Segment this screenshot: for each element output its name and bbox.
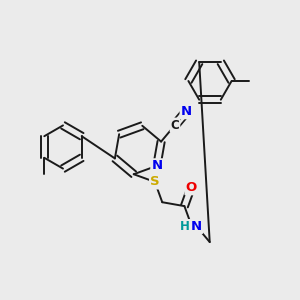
Text: O: O: [185, 181, 197, 194]
Text: N: N: [191, 220, 202, 233]
Text: S: S: [150, 176, 160, 188]
Text: H: H: [180, 220, 190, 233]
Text: N: N: [181, 105, 192, 118]
Text: C: C: [171, 118, 179, 131]
Text: N: N: [151, 159, 162, 172]
